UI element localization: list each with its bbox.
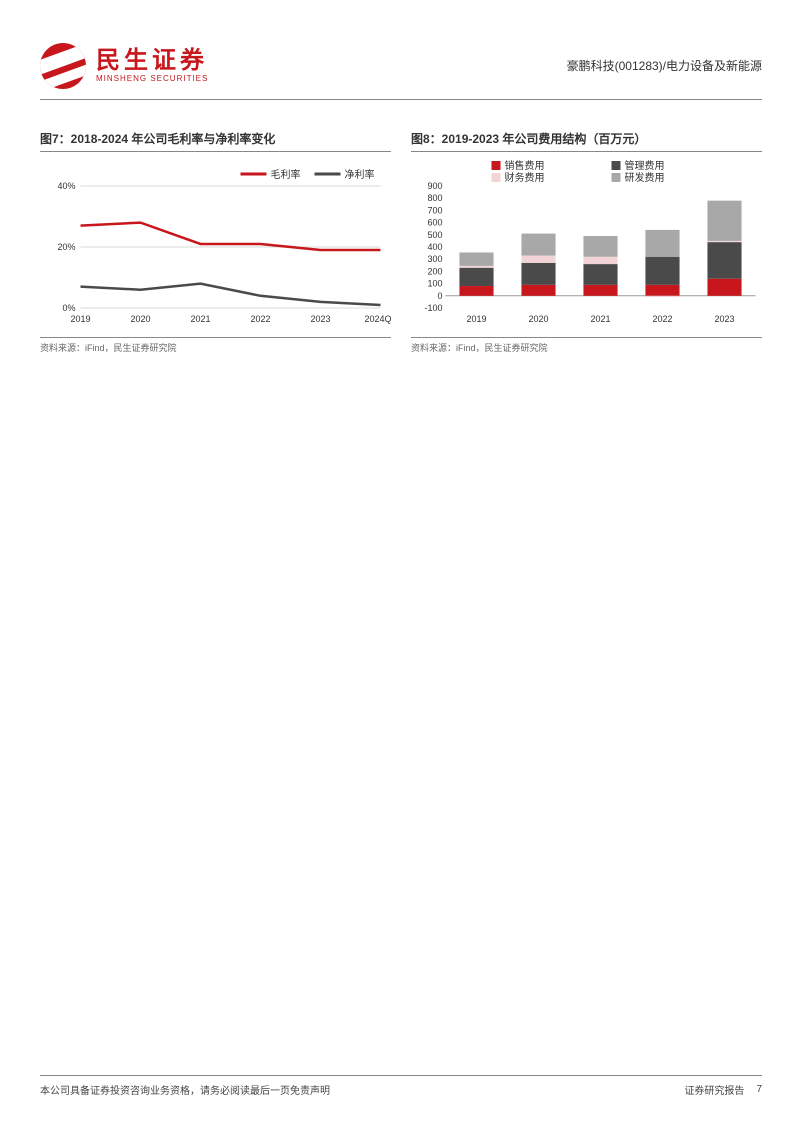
svg-text:2022: 2022 xyxy=(652,314,672,324)
page-header: 民生证券 MINSHENG SECURITIES 豪鹏科技(001283)/电力… xyxy=(40,40,762,100)
logo-text: 民生证券 MINSHENG SECURITIES xyxy=(96,49,208,83)
page-footer: 本公司具备证券投资咨询业务资格，请务必阅读最后一页免责声明 证券研究报告 7 xyxy=(40,1075,762,1097)
svg-text:40%: 40% xyxy=(57,181,75,191)
logo-block: 民生证券 MINSHENG SECURITIES xyxy=(40,43,208,89)
svg-text:2019: 2019 xyxy=(466,314,486,324)
chart7-source: 资料来源：iFind，民生证券研究院 xyxy=(40,337,391,354)
svg-text:毛利率: 毛利率 xyxy=(271,168,301,181)
svg-text:500: 500 xyxy=(427,230,442,240)
chart8-canvas: -100 0 100 200 300 400 500 600 700 800 900 2019 2020… xyxy=(411,158,762,328)
svg-text:2020: 2020 xyxy=(528,314,548,324)
chart7-title: 图7：2018-2024 年公司毛利率与净利率变化 xyxy=(40,130,391,152)
svg-text:0%: 0% xyxy=(62,303,75,313)
chart8-title: 图8：2019-2023 年公司费用结构（百万元） xyxy=(411,130,762,152)
svg-text:600: 600 xyxy=(427,218,442,228)
svg-text:净利率: 净利率 xyxy=(345,168,375,181)
footer-disclaimer: 本公司具备证券投资咨询业务资格，请务必阅读最后一页免责声明 xyxy=(40,1082,330,1097)
logo-cn: 民生证券 xyxy=(96,49,208,73)
logo-en: MINSHENG SECURITIES xyxy=(96,75,208,83)
footer-page-number: 7 xyxy=(756,1084,762,1095)
charts-row: 图7：2018-2024 年公司毛利率与净利率变化 0% 20% 40% 2019 20… xyxy=(40,130,762,354)
svg-text:财务费用: 财务费用 xyxy=(505,171,545,184)
svg-text:700: 700 xyxy=(427,205,442,215)
svg-text:300: 300 xyxy=(427,254,442,264)
logo-icon xyxy=(40,43,86,89)
chart8-source: 资料来源：iFind，民生证券研究院 xyxy=(411,337,762,354)
svg-text:2021: 2021 xyxy=(590,314,610,324)
svg-text:900: 900 xyxy=(427,181,442,191)
svg-text:销售费用: 销售费用 xyxy=(505,159,545,172)
svg-text:2023: 2023 xyxy=(714,314,734,324)
chart7-canvas: 0% 20% 40% 2019 2020 2021 2022 2023 2024Q1 毛利率 净利率 xyxy=(40,158,391,328)
svg-text:2024Q1: 2024Q1 xyxy=(364,314,391,324)
svg-text:20%: 20% xyxy=(57,242,75,252)
svg-text:2021: 2021 xyxy=(190,314,210,324)
svg-text:2022: 2022 xyxy=(250,314,270,324)
svg-text:2019: 2019 xyxy=(70,314,90,324)
page: 民生证券 MINSHENG SECURITIES 豪鹏科技(001283)/电力… xyxy=(0,0,802,1133)
svg-text:-100: -100 xyxy=(424,303,442,313)
svg-text:0: 0 xyxy=(437,291,442,301)
svg-text:100: 100 xyxy=(427,279,442,289)
svg-text:800: 800 xyxy=(427,193,442,203)
svg-text:200: 200 xyxy=(427,266,442,276)
chart8-box: 图8：2019-2023 年公司费用结构（百万元） -100 0 100 200 300… xyxy=(411,130,762,354)
footer-report-label: 证券研究报告 xyxy=(684,1082,744,1097)
footer-right: 证券研究报告 7 xyxy=(684,1082,762,1097)
chart7-box: 图7：2018-2024 年公司毛利率与净利率变化 0% 20% 40% 2019 20… xyxy=(40,130,391,354)
svg-text:管理费用: 管理费用 xyxy=(625,159,665,172)
svg-text:研发费用: 研发费用 xyxy=(625,171,665,184)
header-right-text: 豪鹏科技(001283)/电力设备及新能源 xyxy=(567,57,762,74)
svg-text:2020: 2020 xyxy=(130,314,150,324)
svg-text:2023: 2023 xyxy=(310,314,330,324)
svg-text:400: 400 xyxy=(427,242,442,252)
